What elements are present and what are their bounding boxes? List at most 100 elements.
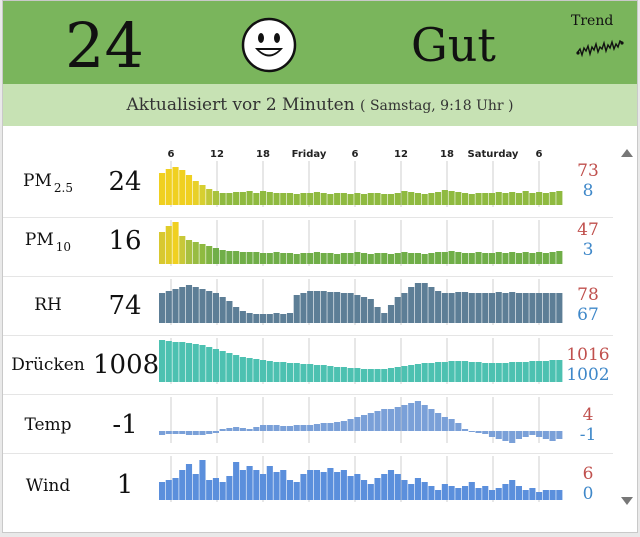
- history-bar: [455, 192, 462, 205]
- row-pm25[interactable]: PM 2.5 24 73 8: [3, 159, 613, 218]
- history-bar: [367, 413, 374, 431]
- history-bar: [185, 431, 193, 435]
- time-tick: 18: [440, 149, 454, 160]
- history-bar: [455, 423, 462, 431]
- history-bar: [482, 486, 489, 500]
- history-bar: [515, 486, 522, 500]
- history-bar: [354, 368, 361, 382]
- history-bar: [441, 417, 448, 431]
- history-bar: [347, 253, 354, 264]
- history-bar: [448, 251, 455, 264]
- history-bar: [165, 480, 172, 500]
- history-bar: [185, 240, 193, 264]
- history-bar: [293, 363, 300, 382]
- row-label-subscript: 2.5: [53, 181, 73, 195]
- row-label: PM 2.5: [23, 171, 73, 195]
- time-tick: 12: [394, 149, 408, 160]
- history-bar: [307, 291, 314, 323]
- history-bar: [529, 431, 536, 435]
- history-bar: [172, 289, 179, 323]
- time-tick: 6: [535, 149, 543, 160]
- history-bar: [286, 313, 294, 323]
- scroll-up-arrow-icon[interactable]: [621, 149, 633, 157]
- history-bar: [253, 359, 260, 382]
- history-bar: [165, 169, 172, 205]
- history-bar: [441, 190, 448, 205]
- history-bar: [387, 470, 395, 500]
- history-bar: [239, 192, 246, 205]
- history-bar: [414, 283, 421, 323]
- row-wind[interactable]: Wind 1 6 0: [3, 454, 613, 512]
- history-bar: [260, 425, 267, 431]
- history-bar: [327, 292, 334, 323]
- row-min: -1: [579, 425, 597, 445]
- history-bar: [307, 470, 314, 500]
- history-bar: [421, 363, 428, 382]
- history-bar: [549, 252, 556, 264]
- row-pressure[interactable]: Drücken 1008 1016 1002: [3, 336, 613, 395]
- history-bar: [387, 254, 395, 264]
- history-bar: [475, 362, 482, 382]
- history-bar: [381, 194, 388, 205]
- trend-label[interactable]: Trend: [571, 13, 614, 29]
- scroll-down-arrow-icon[interactable]: [621, 497, 633, 505]
- history-bar: [381, 369, 388, 382]
- row-temperature[interactable]: Temp -1 4 -1: [3, 395, 613, 454]
- time-axis: 6 12 18 Friday 6 12 18 Saturday 6: [159, 149, 563, 163]
- history-bar: [556, 360, 563, 382]
- history-bar: [185, 343, 193, 382]
- history-bar: [300, 293, 307, 323]
- history-bar: [320, 253, 327, 264]
- history-bar: [340, 293, 347, 323]
- row-humidity[interactable]: RH 74 78 67: [3, 277, 613, 336]
- history-bar: [408, 287, 415, 323]
- history-bar: [536, 252, 543, 264]
- history-bar: [495, 431, 502, 439]
- history-bar: [300, 474, 307, 500]
- row-min: 8: [582, 181, 594, 201]
- history-bar: [495, 192, 502, 205]
- history-bar: [293, 254, 300, 264]
- aqi-header: 24 Gut Trend: [3, 1, 637, 84]
- history-bar: [307, 364, 314, 382]
- history-bar: [266, 314, 273, 323]
- history-bar: [226, 428, 233, 431]
- history-bar: [475, 488, 482, 500]
- history-bar: [367, 299, 374, 323]
- history-bar: [165, 226, 172, 264]
- history-bar: [212, 248, 219, 264]
- history-bar: [475, 252, 482, 264]
- history-bar: [542, 253, 549, 264]
- history-bar: [509, 252, 516, 264]
- history-bar: [435, 252, 442, 264]
- history-bar: [313, 252, 320, 264]
- history-bar: [340, 470, 347, 500]
- history-bar: [374, 478, 381, 500]
- history-bar: [179, 470, 186, 500]
- history-bar: [401, 252, 408, 264]
- history-bar: [441, 293, 448, 323]
- history-bar: [206, 189, 213, 205]
- history-bar: [253, 314, 260, 323]
- trend-sparkline-icon[interactable]: [575, 35, 625, 63]
- history-bar: [320, 365, 327, 382]
- history-bar: [172, 222, 179, 264]
- history-bar: [387, 368, 395, 382]
- history-bar: [313, 365, 320, 382]
- row-value: 74: [108, 291, 142, 321]
- history-bar: [286, 363, 294, 382]
- history-bar: [226, 301, 233, 323]
- history-bar: [367, 484, 374, 500]
- history-bar: [374, 307, 381, 323]
- row-label: PM 10: [24, 230, 72, 254]
- history-bar: [435, 291, 442, 323]
- history-bar: [408, 253, 415, 264]
- history-bar: [536, 492, 543, 500]
- history-bar: [462, 429, 469, 431]
- history-bar: [367, 369, 374, 382]
- history-bar: [185, 285, 193, 323]
- row-pm10[interactable]: PM 10 16 47 3: [3, 218, 613, 277]
- history-bar: [246, 313, 253, 323]
- history-bar: [286, 480, 294, 500]
- history-bar: [414, 193, 421, 205]
